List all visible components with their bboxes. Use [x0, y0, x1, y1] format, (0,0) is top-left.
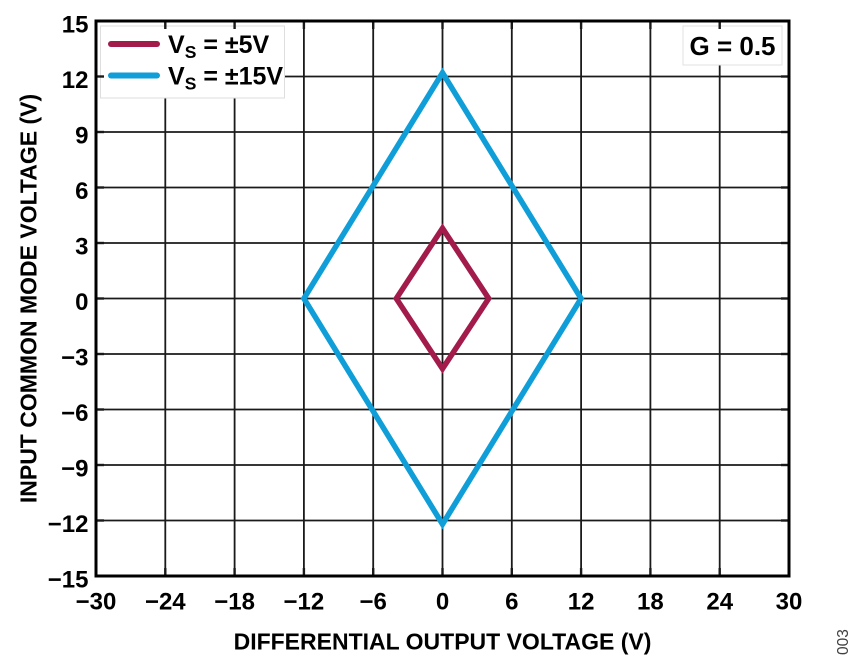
- x-tick-label: −12: [284, 589, 325, 616]
- gain-annotation: G = 0.5: [690, 31, 776, 61]
- x-tick-label: 0: [436, 589, 449, 616]
- legend-label: VS = ±15V: [168, 62, 283, 93]
- y-tick-label: 15: [62, 11, 89, 38]
- y-tick-label: 6: [75, 178, 88, 205]
- y-tick-label: 0: [75, 289, 88, 316]
- grid-layer: [96, 21, 789, 576]
- x-tick-label: −24: [145, 589, 186, 616]
- y-axis-title: INPUT COMMON MODE VOLTAGE (V): [16, 94, 42, 503]
- boxes-layer: [100, 25, 783, 99]
- annotation-box: [682, 25, 783, 66]
- x-tick-label: 6: [505, 589, 518, 616]
- plot-frame: [94, 19, 791, 578]
- legend-label: VS = ±5V: [168, 31, 269, 62]
- x-tick-label: 30: [776, 589, 803, 616]
- y-tick-label: 9: [75, 122, 88, 149]
- series-layer: [300, 67, 585, 530]
- x-tick-label: −30: [76, 589, 117, 616]
- y-tick-label: −15: [48, 566, 89, 593]
- y-tick-label: −9: [61, 455, 88, 482]
- series-line: [393, 223, 492, 374]
- y-tick-label: −6: [61, 400, 88, 427]
- y-tick-label: −12: [48, 511, 89, 538]
- x-tick-label: 12: [568, 589, 595, 616]
- series-line: [300, 67, 585, 530]
- legend-box: [100, 25, 285, 99]
- x-tick-label: −18: [214, 589, 255, 616]
- y-tick-label: −3: [61, 344, 88, 371]
- figure-number: 003: [835, 629, 852, 655]
- x-axis-title: DIFFERENTIAL OUTPUT VOLTAGE (V): [234, 629, 652, 655]
- x-tick-label: 18: [637, 589, 664, 616]
- x-tick-label: −6: [360, 589, 387, 616]
- tick-labels-layer: −30 −24 −18 −12 −6 0 6 12 18 24 30−15−12−9−6−30369…: [48, 11, 803, 615]
- y-tick-label: 3: [75, 233, 88, 260]
- x-tick-label: 24: [706, 589, 733, 616]
- y-tick-label: 12: [62, 67, 89, 94]
- ticks-layer: [97, 22, 788, 575]
